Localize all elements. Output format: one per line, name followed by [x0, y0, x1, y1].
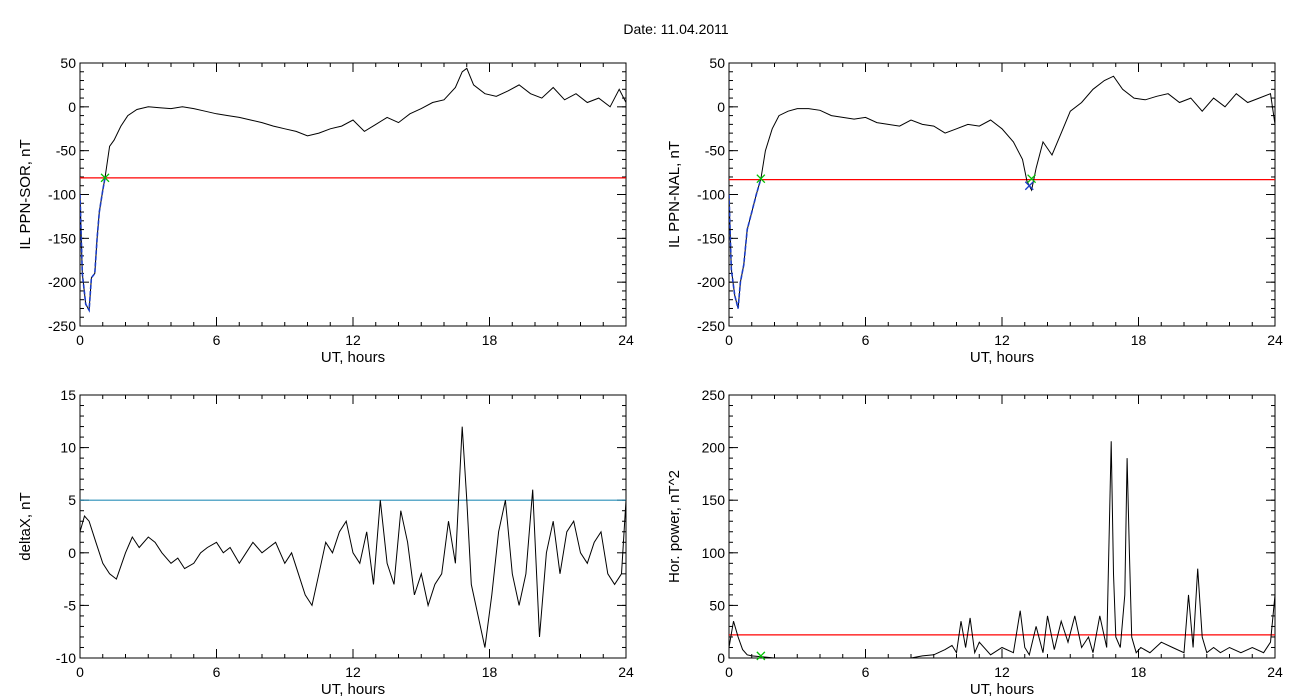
y-tick-label: -200	[48, 274, 76, 290]
y-tick-label: 50	[60, 55, 76, 71]
y-tick-label: -200	[697, 274, 725, 290]
event-marker-stroke	[1027, 174, 1037, 184]
y-tick-label: -50	[56, 143, 76, 159]
y-tick-label: -5	[64, 597, 77, 613]
x-tick-label: 12	[994, 664, 1010, 680]
y-tick-label: -50	[705, 143, 725, 159]
panel-delta-x: 0 6 12 18 24 -10 -5 0 5 10 15 UT, hours deltaX, nT	[17, 387, 634, 698]
event-marker-stroke	[756, 174, 766, 184]
x-tick-label: 6	[213, 332, 221, 348]
y-tick-label: 0	[717, 99, 725, 115]
plot-frame	[79, 62, 627, 327]
y-tick-label: 5	[68, 492, 76, 508]
y-tick-label: -100	[48, 187, 76, 203]
plot-frame	[79, 394, 627, 659]
x-tick-label: 24	[1267, 664, 1283, 680]
series-line	[80, 177, 106, 313]
x-axis-label: UT, hours	[970, 349, 1034, 366]
y-tick-label: 0	[68, 545, 76, 561]
x-tick-label: 18	[482, 332, 498, 348]
panel-horizontal-power: 0 6 12 18 24 0 50 100 150 200 250 UT, hours Hor. pow…	[666, 387, 1283, 698]
y-tick-label: 0	[68, 99, 76, 115]
y-axis-label: Hor. power, nT^2	[666, 470, 683, 583]
y-tick-label: 50	[709, 55, 725, 71]
x-tick-label: 0	[76, 664, 84, 680]
y-tick-label: 200	[702, 440, 726, 456]
y-tick-label: -10	[56, 650, 76, 666]
event-marker	[756, 174, 766, 184]
x-tick-label: 6	[213, 664, 221, 680]
x-tick-label: 12	[994, 332, 1010, 348]
y-axis-label: IL PPN-NAL, nT	[666, 141, 683, 248]
series-line	[80, 67, 626, 312]
x-tick-label: 0	[76, 332, 84, 348]
event-marker	[100, 173, 110, 183]
x-tick-label: 24	[618, 332, 634, 348]
y-tick-label: -250	[48, 318, 76, 334]
x-tick-label: 6	[862, 664, 870, 680]
x-axis-label: UT, hours	[321, 349, 385, 366]
panel-il-ppn-nal: 0 6 12 18 24 -250 -200 -150 -100 -50 0 50 UT, hours I…	[666, 55, 1283, 366]
figure-title: Date: 11.04.2011	[623, 21, 729, 37]
y-tick-label: 0	[717, 650, 725, 666]
x-tick-label: 24	[618, 664, 634, 680]
y-tick-label: -150	[48, 230, 76, 246]
x-tick-label: 0	[725, 332, 733, 348]
y-tick-label: 15	[60, 387, 76, 403]
event-marker	[1027, 174, 1037, 184]
y-axis-label: deltaX, nT	[17, 492, 34, 560]
y-axis-label: IL PPN-SOR, nT	[17, 139, 34, 249]
y-tick-label: 150	[702, 492, 726, 508]
series-line	[80, 426, 626, 648]
x-tick-label: 12	[345, 664, 361, 680]
x-axis-label: UT, hours	[970, 681, 1034, 698]
event-marker-stroke	[756, 651, 766, 661]
y-tick-label: 250	[702, 387, 726, 403]
series-line	[729, 441, 1275, 658]
series-line	[729, 75, 1275, 309]
y-tick-label: 10	[60, 440, 76, 456]
y-tick-label: 50	[709, 597, 725, 613]
event-marker-stroke	[100, 173, 110, 183]
event-marker-stroke	[1024, 181, 1034, 191]
x-tick-label: 6	[862, 332, 870, 348]
event-marker	[1024, 181, 1034, 191]
x-tick-label: 12	[345, 332, 361, 348]
panel-il-ppn-sor: 0 6 12 18 24 -250 -200 -150 -100 -50 0 50 UT, hours I…	[17, 55, 634, 366]
x-tick-label: 0	[725, 664, 733, 680]
y-tick-label: 100	[702, 545, 726, 561]
x-tick-label: 18	[1131, 332, 1147, 348]
series-line	[729, 178, 762, 309]
y-tick-label: -100	[697, 187, 725, 203]
x-tick-label: 18	[1131, 664, 1147, 680]
y-tick-label: -150	[697, 230, 725, 246]
event-marker	[756, 651, 766, 661]
x-tick-label: 18	[482, 664, 498, 680]
plot-frame	[728, 62, 1276, 327]
x-axis-label: UT, hours	[321, 681, 385, 698]
plot-frame	[728, 394, 1276, 659]
y-tick-label: -250	[697, 318, 725, 334]
x-tick-label: 24	[1267, 332, 1283, 348]
